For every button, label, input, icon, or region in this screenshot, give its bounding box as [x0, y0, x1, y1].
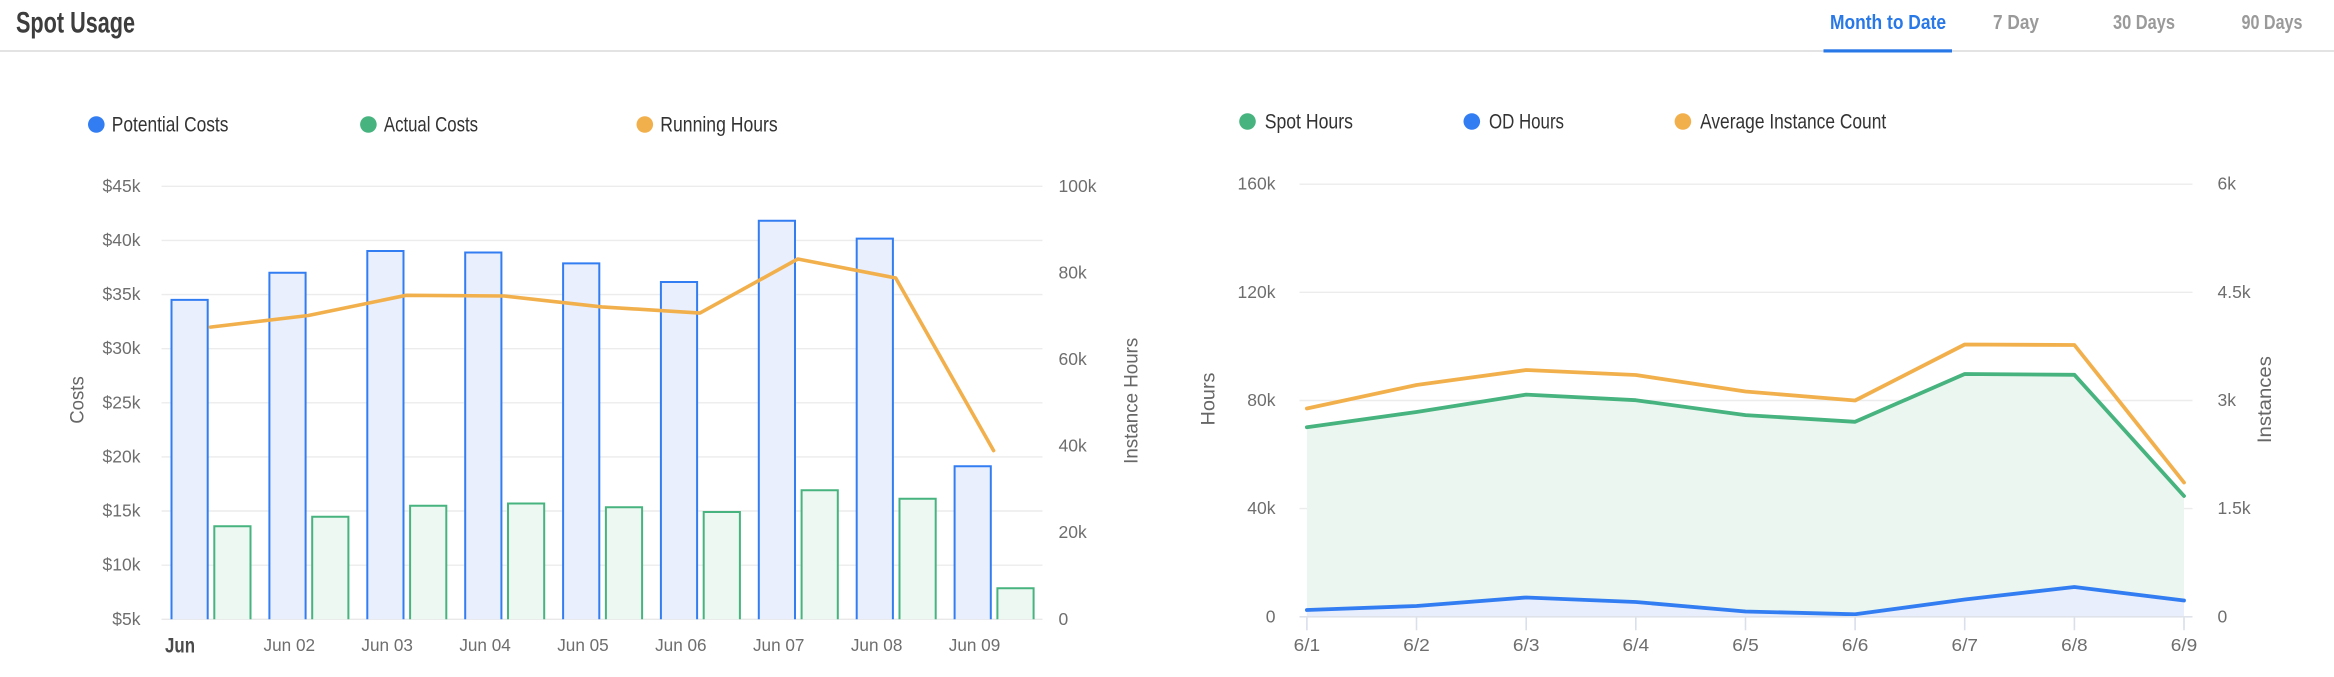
svg-text:Jun 04: Jun 04 [459, 635, 511, 655]
svg-text:$30k: $30k [103, 338, 141, 358]
svg-text:6/7: 6/7 [1951, 635, 1978, 655]
svg-text:Jun 08: Jun 08 [851, 635, 903, 655]
svg-text:40k: 40k [1247, 498, 1275, 518]
svg-text:0: 0 [2218, 606, 2228, 626]
svg-text:Spot Usage: Spot Usage [16, 7, 135, 40]
svg-text:20k: 20k [1059, 522, 1087, 542]
svg-text:Jun 09: Jun 09 [949, 635, 1001, 655]
svg-text:1.5k: 1.5k [2218, 498, 2251, 518]
svg-text:Jun 05: Jun 05 [557, 635, 609, 655]
svg-text:$40k: $40k [103, 230, 141, 250]
svg-text:Instance Hours: Instance Hours [1122, 338, 1143, 464]
svg-text:90 Days: 90 Days [2242, 12, 2303, 34]
svg-text:Costs: Costs [68, 376, 89, 424]
svg-text:Actual Costs: Actual Costs [384, 114, 478, 137]
svg-text:6/2: 6/2 [1403, 635, 1430, 655]
svg-text:100k: 100k [1059, 176, 1097, 196]
svg-text:$45k: $45k [103, 176, 141, 196]
svg-text:6/1: 6/1 [1294, 635, 1321, 655]
svg-text:80k: 80k [1247, 390, 1275, 410]
svg-text:0: 0 [1266, 606, 1276, 626]
svg-text:Jun 03: Jun 03 [361, 635, 413, 655]
svg-text:Month to Date: Month to Date [1830, 12, 1946, 34]
svg-text:6k: 6k [2218, 174, 2237, 194]
svg-text:$20k: $20k [103, 446, 141, 466]
svg-text:Instances: Instances [2255, 356, 2276, 443]
svg-text:7 Day: 7 Day [1993, 12, 2040, 34]
svg-text:Potential Costs: Potential Costs [112, 114, 229, 137]
svg-text:$5k: $5k [112, 609, 140, 629]
svg-text:6/8: 6/8 [2061, 635, 2088, 655]
svg-text:OD Hours: OD Hours [1489, 111, 1564, 134]
svg-text:6/3: 6/3 [1513, 635, 1540, 655]
svg-text:30 Days: 30 Days [2113, 12, 2175, 34]
svg-text:160k: 160k [1238, 174, 1276, 194]
svg-text:6/9: 6/9 [2171, 635, 2198, 655]
svg-text:Jun 02: Jun 02 [264, 635, 316, 655]
svg-text:4.5k: 4.5k [2218, 282, 2251, 302]
svg-text:0: 0 [1059, 609, 1069, 629]
svg-text:80k: 80k [1059, 262, 1087, 282]
svg-text:Average Instance Count: Average Instance Count [1700, 111, 1886, 134]
svg-text:3k: 3k [2218, 390, 2237, 410]
svg-text:Hours: Hours [1199, 373, 1220, 426]
svg-text:120k: 120k [1238, 282, 1276, 302]
svg-text:6/5: 6/5 [1732, 635, 1759, 655]
svg-text:6/6: 6/6 [1842, 635, 1869, 655]
svg-text:$10k: $10k [103, 555, 141, 575]
svg-text:6/4: 6/4 [1623, 635, 1650, 655]
svg-text:$25k: $25k [103, 392, 141, 412]
svg-text:Spot Hours: Spot Hours [1265, 111, 1353, 134]
svg-text:Jun 07: Jun 07 [753, 635, 805, 655]
svg-text:$15k: $15k [103, 501, 141, 521]
svg-text:40k: 40k [1059, 436, 1087, 456]
svg-text:Jun: Jun [165, 635, 195, 658]
svg-text:Jun 06: Jun 06 [655, 635, 707, 655]
svg-text:Running Hours: Running Hours [660, 114, 777, 137]
svg-text:60k: 60k [1059, 349, 1087, 369]
svg-text:$35k: $35k [103, 284, 141, 304]
